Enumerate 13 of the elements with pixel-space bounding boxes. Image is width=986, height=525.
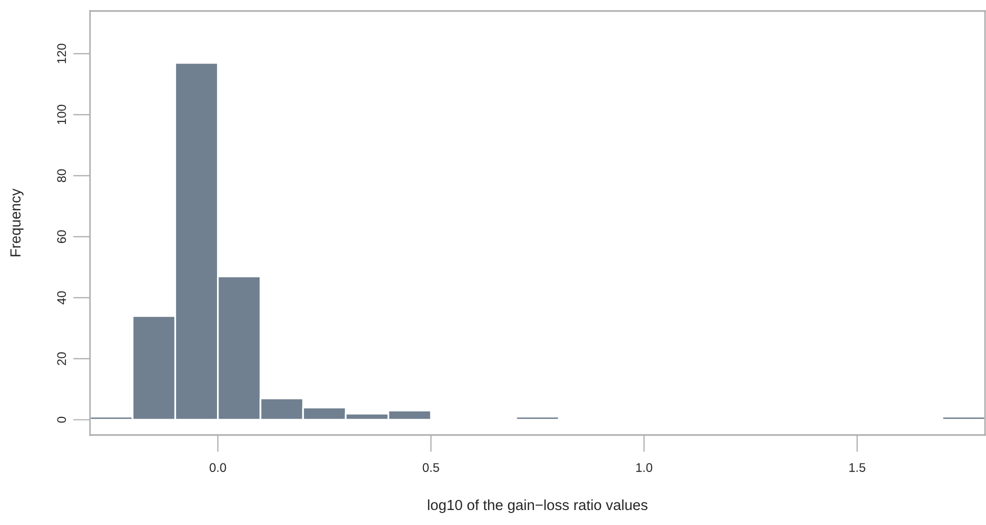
y-tick-label: 60 xyxy=(57,230,66,244)
x-tick-label: 0.0 xyxy=(210,463,226,472)
x-axis-title: log10 of the gain−loss ratio values xyxy=(428,499,648,514)
x-tick-label: 1.0 xyxy=(636,463,652,472)
y-tick-label: 20 xyxy=(57,352,66,366)
y-tick-label: 120 xyxy=(57,44,66,64)
x-tick-label: 0.5 xyxy=(422,463,440,472)
y-tick-label: 0 xyxy=(57,416,66,423)
y-axis-title: Frequency xyxy=(10,188,24,256)
y-tick-label: 40 xyxy=(57,291,66,304)
x-tick-label: 1.5 xyxy=(849,463,866,472)
y-tick-label: 80 xyxy=(57,169,66,182)
y-tick-label: 100 xyxy=(57,104,66,124)
